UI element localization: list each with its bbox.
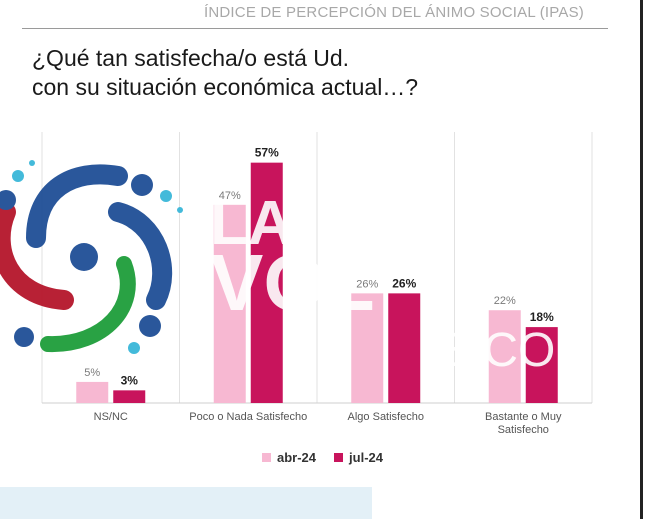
data-label-abr-24-0: 5% [84, 367, 100, 379]
survey-question: ¿Qué tan satisfecha/o está Ud. con su si… [32, 44, 592, 102]
data-label-jul-24-0: 3% [121, 373, 139, 387]
page-border [640, 0, 643, 519]
legend-label-jul: jul-24 [349, 450, 383, 465]
bar-jul-24-3 [525, 327, 558, 403]
category-label-2: Algo Satisfecho [348, 411, 424, 423]
question-line-1: ¿Qué tan satisfecha/o está Ud. [32, 45, 350, 71]
question-line-2: con su situación económica actual…? [32, 74, 419, 100]
category-label-0: NS/NC [94, 411, 128, 423]
data-label-abr-24-3: 22% [494, 295, 516, 307]
bar-jul-24-0 [113, 390, 146, 403]
legend-item-jul: jul-24 [334, 450, 383, 465]
legend-label-abr: abr-24 [277, 450, 317, 465]
bar-abr-24-1 [213, 204, 246, 403]
legend-item-abr: abr-24 [262, 450, 316, 465]
data-label-jul-24-1: 57% [255, 146, 279, 160]
data-label-abr-24-2: 26% [356, 278, 378, 290]
bar-jul-24-1 [250, 162, 283, 403]
bar-abr-24-3 [488, 310, 521, 403]
report-title: ÍNDICE DE PERCEPCIÓN DEL ÁNIMO SOCIAL (I… [204, 4, 584, 21]
bar-abr-24-2 [351, 293, 384, 403]
data-label-jul-24-3: 18% [530, 310, 554, 324]
bar-jul-24-2 [388, 293, 421, 403]
header-rule [22, 28, 608, 29]
bar-abr-24-0 [76, 381, 109, 403]
category-label-1: Poco o Nada Satisfecho [189, 411, 307, 423]
category-label-3-line-0: Bastante o Muy [485, 411, 562, 423]
data-label-jul-24-2: 26% [392, 276, 416, 290]
legend-swatch-abr [262, 453, 271, 462]
bottom-panel [0, 487, 372, 519]
data-label-abr-24-1: 47% [219, 190, 241, 202]
chart-legend: abr-24 jul-24 [262, 450, 383, 465]
legend-swatch-jul [334, 453, 344, 462]
category-label-3-line-1: Satisfecho [498, 424, 549, 436]
